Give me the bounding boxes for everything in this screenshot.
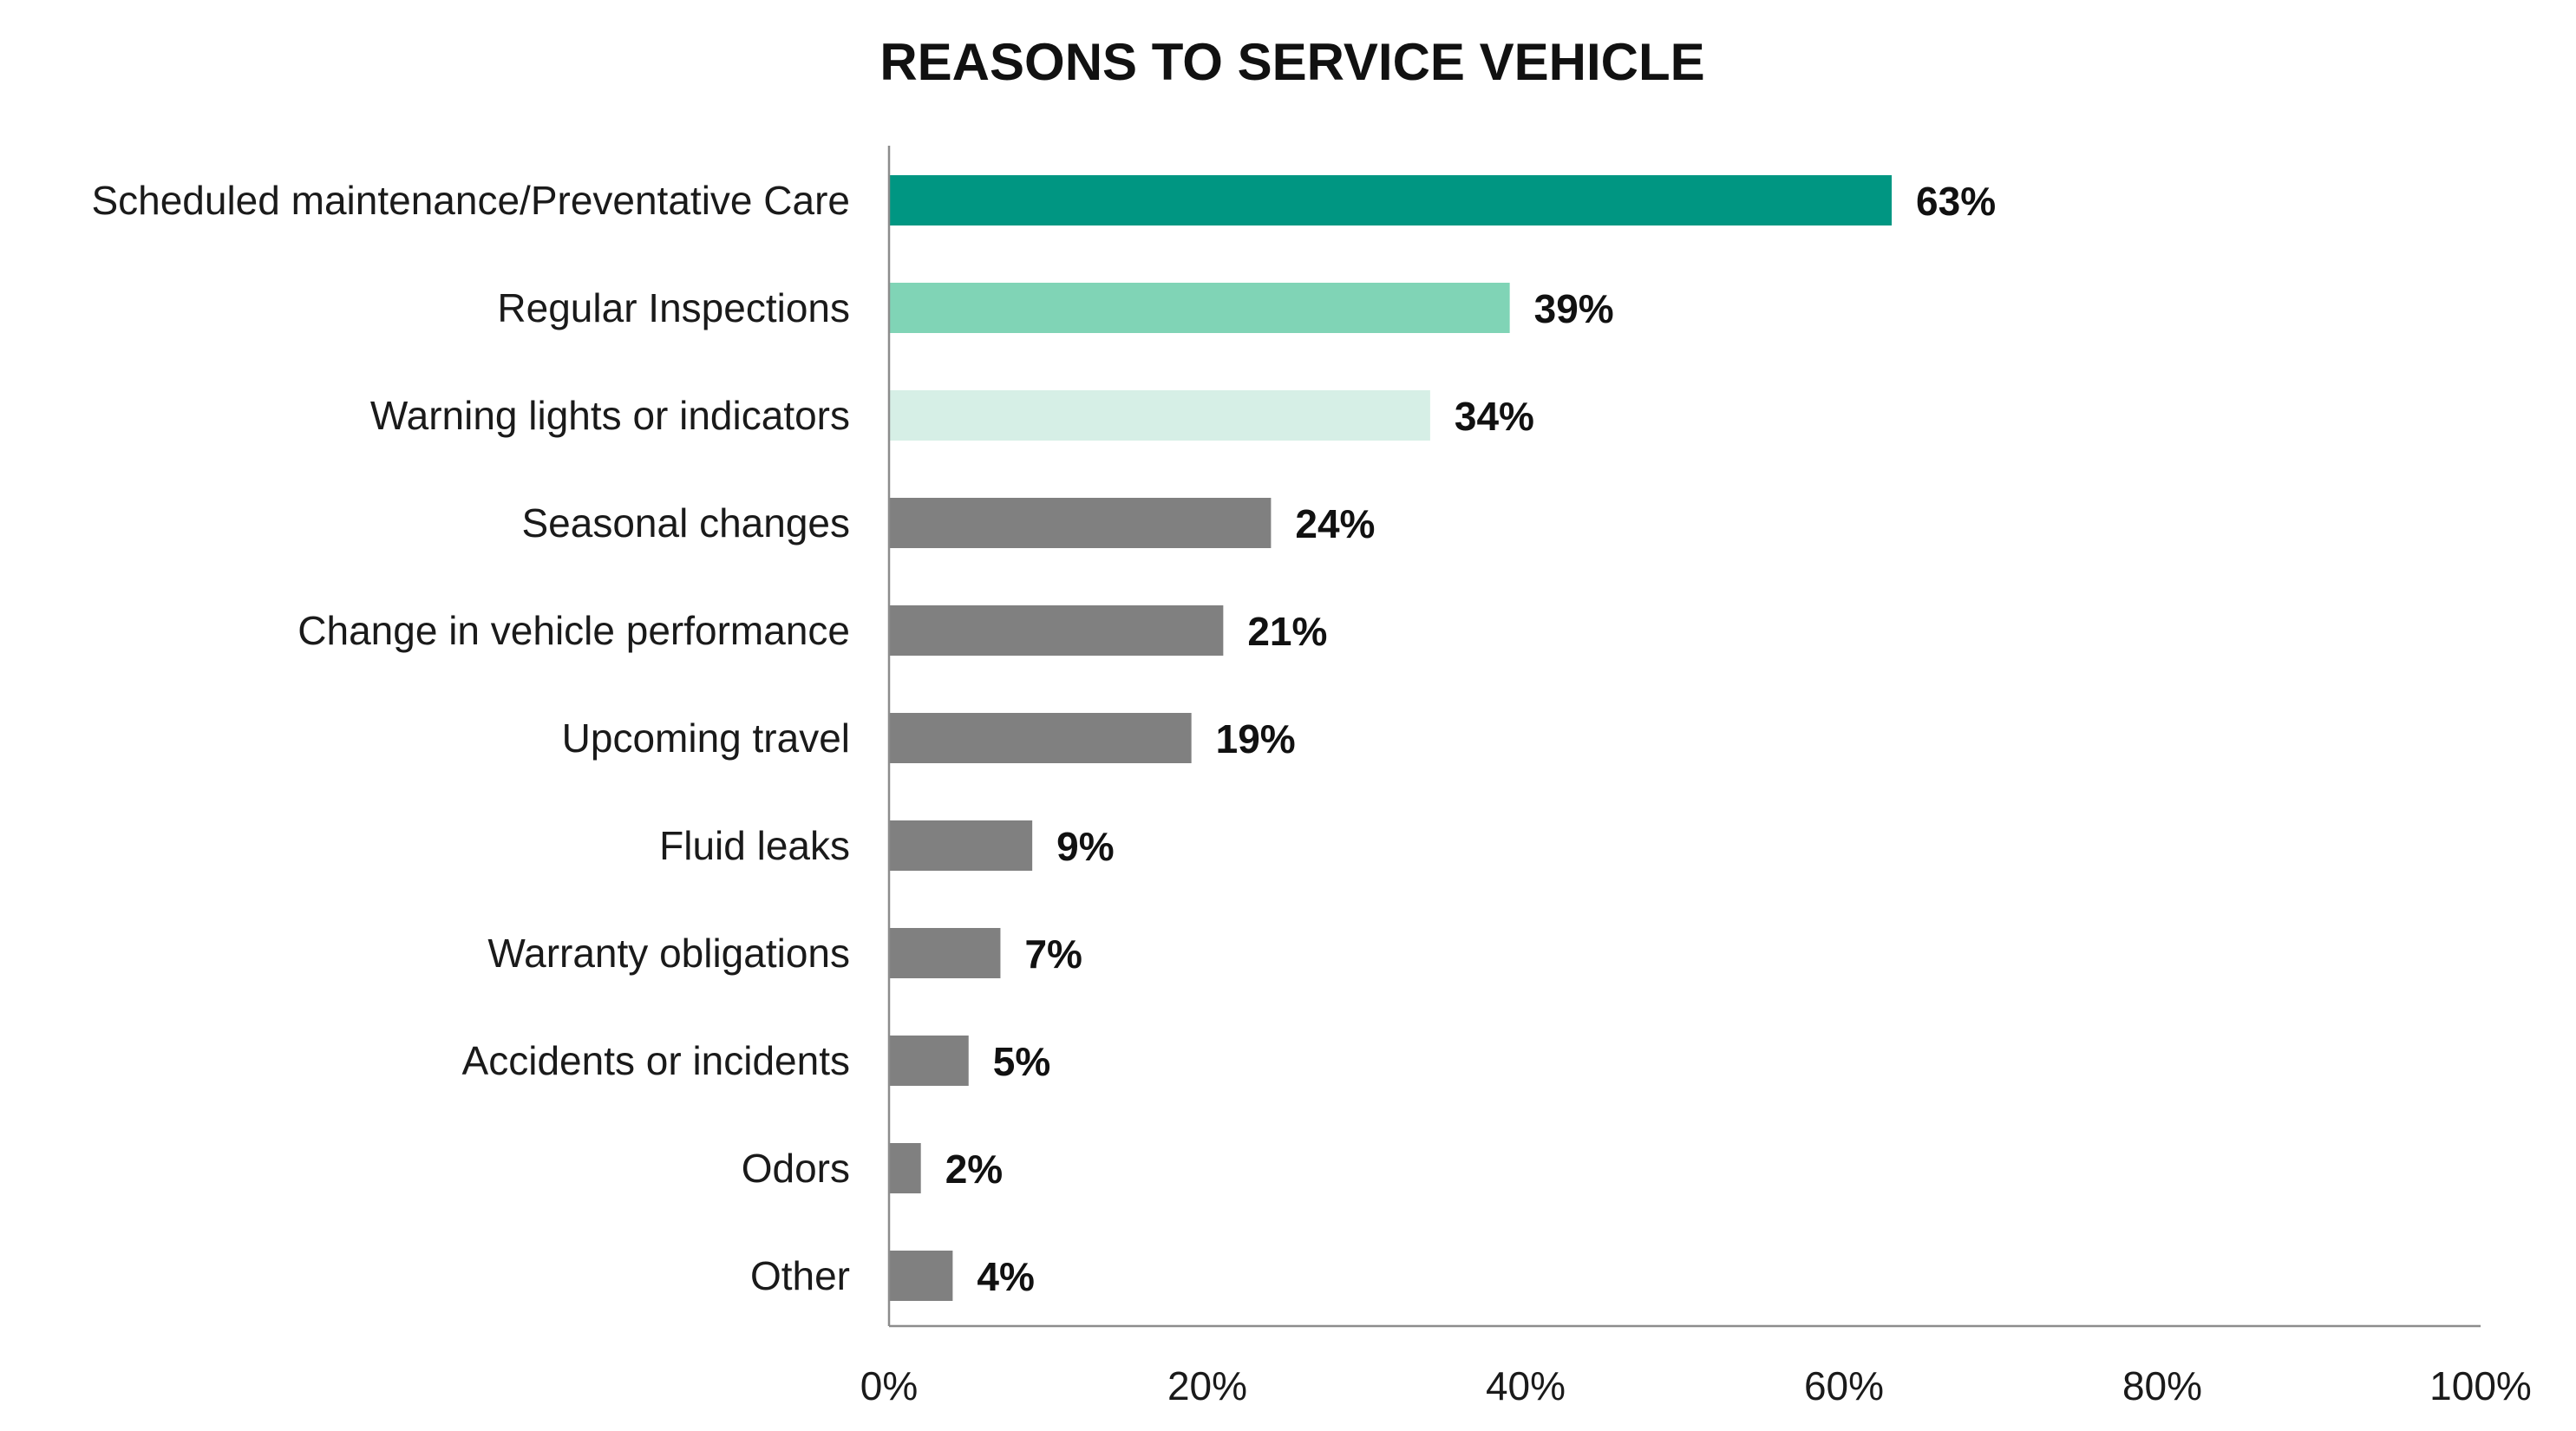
category-label-10: Other: [750, 1253, 850, 1298]
x-tick-labels: 0% 20% 40% 60% 80% 100%: [860, 1363, 2532, 1408]
x-tick-label-3: 60%: [1804, 1363, 1884, 1408]
x-tick-label-0: 0%: [860, 1363, 918, 1408]
value-label-5: 19%: [1216, 716, 1296, 761]
bar-3: [889, 498, 1272, 548]
category-label-4: Change in vehicle performance: [297, 608, 850, 653]
category-label-0: Scheduled maintenance/Preventative Care: [91, 178, 850, 223]
category-label-3: Seasonal changes: [521, 500, 850, 546]
bars-layer: [889, 175, 1893, 1301]
category-label-5: Upcoming travel: [562, 716, 850, 761]
value-labels: 63% 39% 34% 24% 21% 19% 9% 7% 5% 2% 4%: [945, 179, 1996, 1299]
x-tick-label-4: 80%: [2122, 1363, 2202, 1408]
category-labels: Scheduled maintenance/Preventative Care R…: [91, 178, 850, 1298]
bar-10: [889, 1251, 953, 1301]
bar-5: [889, 713, 1192, 763]
category-label-7: Warranty obligations: [487, 931, 850, 976]
category-label-9: Odors: [742, 1146, 850, 1191]
category-label-8: Accidents or incidents: [462, 1038, 850, 1083]
value-label-2: 34%: [1455, 394, 1534, 439]
bar-8: [889, 1036, 969, 1086]
value-label-10: 4%: [977, 1254, 1034, 1299]
category-label-6: Fluid leaks: [659, 823, 850, 868]
x-tick-label-2: 40%: [1486, 1363, 1566, 1408]
bar-6: [889, 820, 1033, 871]
bar-7: [889, 928, 1001, 978]
value-label-9: 2%: [945, 1147, 1003, 1192]
value-label-8: 5%: [993, 1039, 1050, 1084]
bar-9: [889, 1143, 921, 1193]
bar-0: [889, 175, 1893, 225]
value-label-6: 9%: [1056, 824, 1114, 869]
category-label-1: Regular Inspections: [497, 285, 850, 330]
x-tick-label-1: 20%: [1167, 1363, 1247, 1408]
bar-2: [889, 390, 1430, 441]
category-label-2: Warning lights or indicators: [370, 393, 850, 438]
value-label-3: 24%: [1295, 501, 1375, 546]
value-label-7: 7%: [1024, 931, 1082, 977]
bar-1: [889, 283, 1510, 333]
chart-title: REASONS TO SERVICE VEHICLE: [879, 33, 1704, 91]
value-label-0: 63%: [1916, 179, 1996, 224]
x-tick-label-5: 100%: [2429, 1363, 2532, 1408]
bar-4: [889, 605, 1224, 656]
value-label-4: 21%: [1247, 609, 1327, 654]
value-label-1: 39%: [1534, 286, 1614, 331]
